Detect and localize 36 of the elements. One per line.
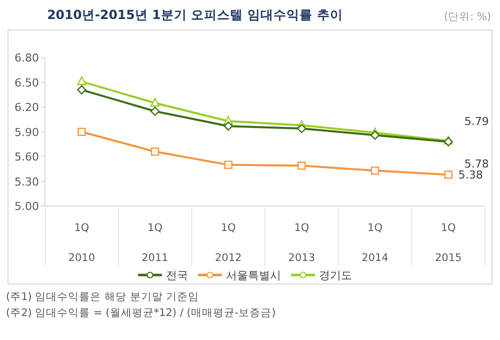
- category-label: 1Q 2015: [434, 222, 462, 264]
- legend-label: 전국: [166, 269, 188, 282]
- point: [150, 106, 160, 116]
- y-tick-label: 5.90: [14, 126, 39, 139]
- legend-label: 경기도: [319, 269, 352, 282]
- point: [78, 128, 86, 136]
- category-label: 1Q 2011: [142, 222, 168, 264]
- category-label: 1Q 2013: [288, 222, 316, 264]
- data-label: 5.79: [464, 114, 489, 128]
- text: (주1) 임대수익률은 해당 분기말 기준임: [6, 291, 200, 303]
- point: [444, 170, 452, 179]
- y-tick-label: 5.00: [14, 200, 39, 213]
- text: (단위: %): [444, 11, 491, 23]
- point: [150, 148, 160, 156]
- point: [370, 130, 380, 140]
- y-tick-label: 5.30: [14, 175, 39, 188]
- category-label: 1Q 2012: [214, 222, 242, 264]
- y-tick-label: 6.50: [14, 76, 39, 90]
- y-tick-label: 6.80: [14, 52, 39, 65]
- y-tick-label: 6.20: [14, 101, 39, 114]
- text: (주2) 임대수익률 = (월세평균*12) / (매매평균-보증금): [6, 307, 276, 319]
- data-label: 5.38: [458, 168, 483, 182]
- point: [224, 160, 232, 169]
- category-label: 1Q 2010: [68, 222, 96, 264]
- category-label: 1Q 2014: [362, 222, 388, 264]
- point: [297, 124, 306, 134]
- y-tick-label: 5.60: [14, 150, 39, 164]
- data-label: 5.78: [464, 158, 489, 171]
- point: [77, 76, 86, 86]
- point: [298, 162, 306, 170]
- point: [77, 85, 86, 94]
- point: [224, 121, 233, 131]
- legend-label: 서울특별시: [226, 269, 281, 282]
- chart-title: 2010년-2015년 1분기 오피스텔 임대수익률 추이: [47, 7, 343, 22]
- point: [150, 98, 160, 107]
- point: [370, 166, 380, 175]
